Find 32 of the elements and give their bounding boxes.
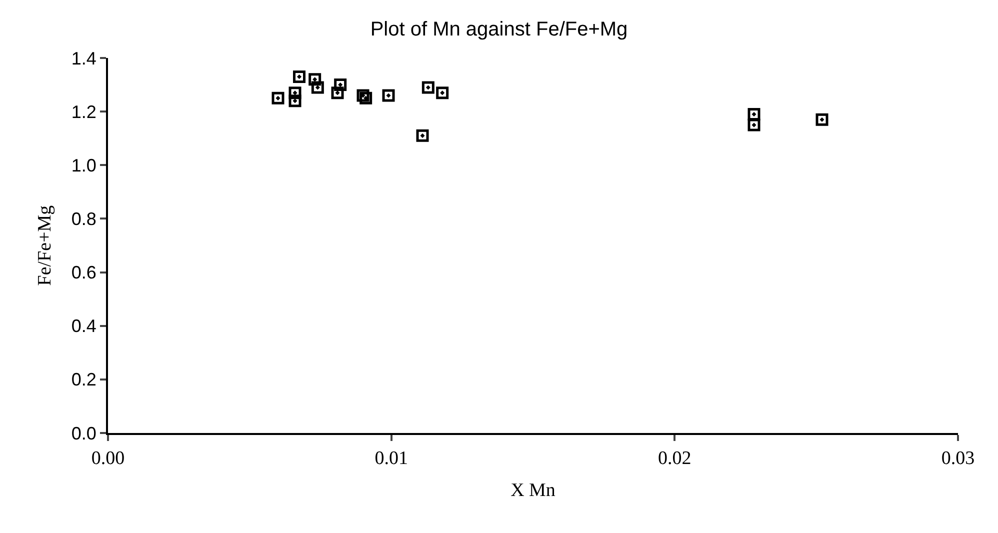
point [308, 73, 322, 86]
point [748, 118, 760, 132]
point [331, 86, 344, 100]
point [288, 94, 302, 108]
y-tick-label: 0.6 [71, 262, 96, 283]
point [436, 86, 449, 100]
x-tick-label: 0.02 [658, 448, 692, 469]
point [816, 113, 828, 126]
y-tick-label: 0.0 [71, 423, 96, 444]
x-tick-label: 0.00 [91, 448, 125, 469]
x-tick-label: 0.03 [941, 448, 975, 469]
point [293, 70, 306, 83]
point [422, 81, 434, 94]
point [360, 92, 372, 104]
point [272, 92, 284, 104]
y-tick-label: 0.2 [71, 370, 96, 390]
y-tick-label: 1.0 [71, 155, 96, 176]
x-tick-label: 0.01 [374, 448, 408, 469]
y-axis-title: Fe/Fe+Mg [34, 204, 56, 286]
point [382, 89, 395, 102]
point [748, 108, 760, 120]
chart-title: Plot of Mn against Fe/Fe+Mg [370, 18, 628, 40]
y-tick-label: 1.2 [71, 102, 96, 122]
point [311, 81, 324, 94]
point [334, 78, 347, 92]
y-tick-label: 0.8 [71, 209, 96, 230]
point [356, 89, 370, 102]
point [288, 86, 302, 100]
y-tick-label: 0.4 [71, 316, 96, 336]
y-tick-label: 1.4 [71, 48, 96, 68]
x-axis-title: X Mn [510, 480, 556, 502]
point [416, 129, 429, 142]
